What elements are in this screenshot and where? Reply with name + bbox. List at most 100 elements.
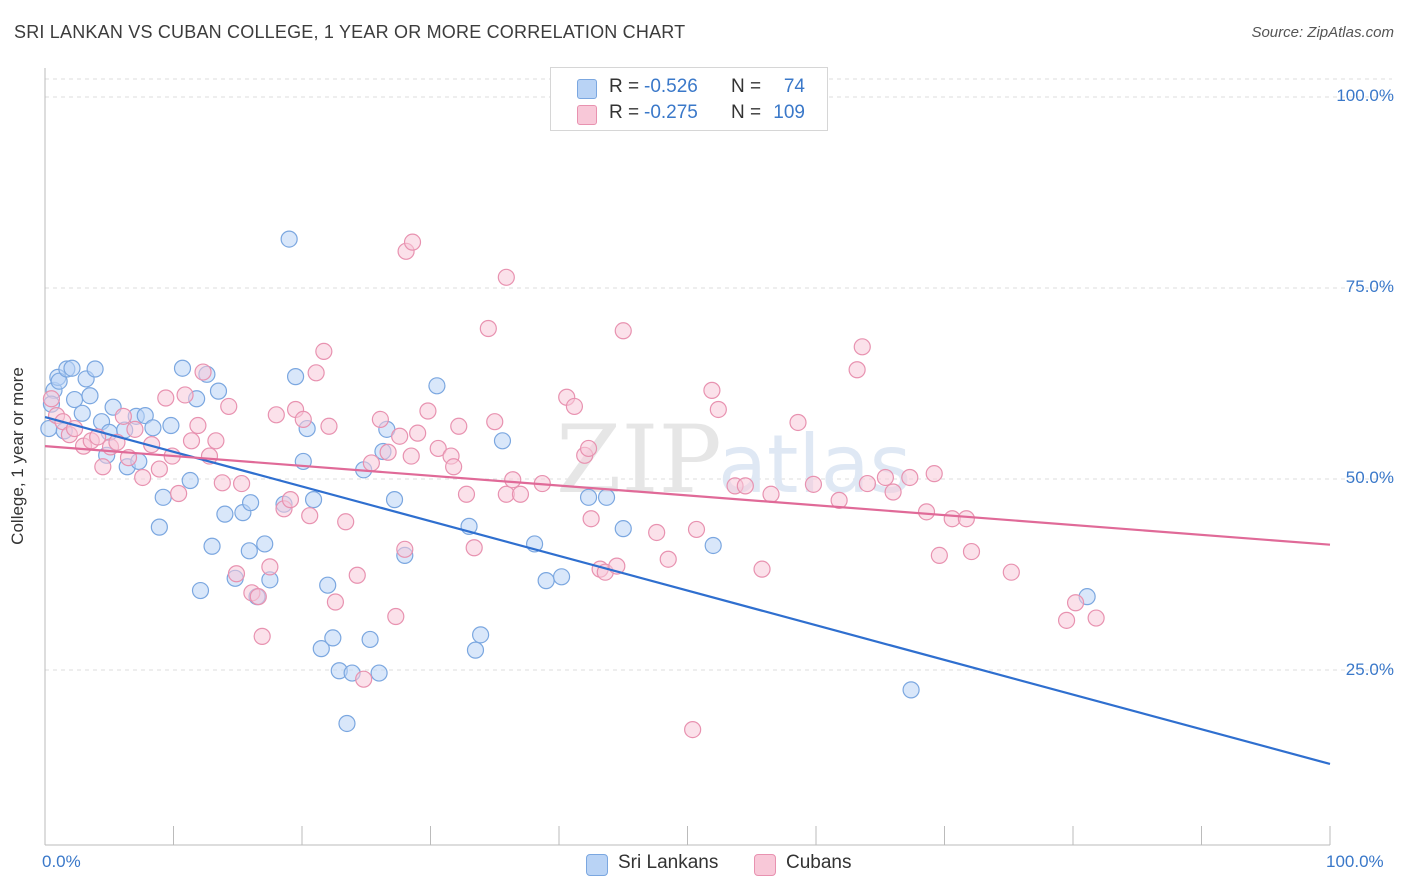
cuban-point [789,413,807,432]
cuban-point [337,513,355,531]
cuban-point [182,432,201,450]
sri-lankan-point [203,537,221,555]
cuban-point [884,483,902,501]
cuban-point [582,510,600,528]
legend-row-sri-lankans: R = -0.526 N = 74 [551,76,827,100]
cuban-point [497,268,515,286]
sri-lankan-point [493,432,512,450]
cuban-point [134,468,152,487]
cuban-point [176,386,194,404]
cuban-point [371,410,389,429]
sri-lankan-point [63,359,81,377]
legend-n-value: 74 [783,76,805,97]
cuban-point [253,627,271,645]
cuban-point [326,593,345,611]
cuban-point [233,474,251,493]
sri-lankan-trend-line [44,416,1331,766]
sri-lankan-point [597,488,616,506]
sri-lankan-point [50,372,68,390]
sri-lankan-point [181,471,199,490]
sri-lankan-point [338,714,356,733]
cuban-point [396,540,414,558]
cuban-point [876,468,894,487]
cuban-point [579,439,598,458]
bottom-legend-swatch-pink [754,854,776,876]
cuban-point [261,558,279,576]
cuban-point [94,458,112,476]
sri-lankan-point [81,387,99,405]
cuban-point [486,413,504,431]
cuban-point [1002,563,1020,581]
x-tick-0: 0.0% [42,852,81,871]
sri-lankan-point [256,535,274,553]
sri-lankan-point [150,518,168,536]
sri-lankan-point [324,629,342,647]
sri-lankan-point [286,368,305,386]
cuban-point [220,397,238,416]
axes [44,68,1331,846]
cuban-point [227,565,246,583]
bottom-legend-label: Sri Lankans [618,852,719,873]
source-label: Source: ZipAtlas.com [1251,24,1394,41]
cuban-point [402,447,420,465]
cuban-point [762,485,780,503]
sri-lankan-point [902,681,920,699]
sri-lankan-point [173,359,192,377]
cuban-point [294,410,312,429]
sri-lankan-point [304,491,323,509]
cuban-point [901,468,919,487]
cuban-point [1057,611,1076,629]
cuban-point [194,363,212,381]
y-tick-50: 50.0% [1345,468,1394,487]
legend-n-label: N = [731,76,762,97]
cuban-point [709,400,727,419]
cuban-point [391,427,409,445]
cuban-point [126,420,144,438]
cuban-point [853,338,871,356]
legend-row-cubans: R = -0.275 N = 109 [551,102,827,126]
cuban-point [348,566,366,584]
sri-lankan-point [209,382,228,400]
sri-lankan-point [614,520,632,538]
cuban-point [1087,609,1105,627]
legend-r-value: -0.275 [644,102,698,123]
stats-legend: R = -0.526 N = 74 R = -0.275 N = 109 [550,67,828,131]
cuban-point [504,471,522,489]
cuban-point [379,443,397,461]
cuban-point [917,503,936,521]
sri-lankan-point [86,360,104,378]
sri-lankan-point [428,377,446,395]
sri-lankan-point [144,419,162,437]
cuban-trend-line [44,445,1331,546]
sri-lankan-point [162,416,180,435]
cuban-point [320,417,338,435]
cuban-point [457,485,476,503]
chart-title: SRI LANKAN VS CUBAN COLLEGE, 1 YEAR OR M… [14,22,686,42]
sri-lankan-point [370,664,388,682]
cuban-point [403,233,422,251]
sri-lankan-point [240,542,258,560]
sri-lankan-point [191,581,210,600]
cuban-point [957,510,975,528]
sri-lankan-point [579,488,598,506]
trend-lines [44,416,1331,766]
sri-lankan-point [385,491,404,509]
sri-lankan-point [280,230,298,248]
cuban-point [804,475,823,493]
sri-lankan-point [704,536,722,555]
legend-swatch-pink [577,105,597,125]
cuban-point [114,407,132,425]
legend-n-value: 109 [773,102,805,123]
cuban-point [307,364,325,382]
sri-lankan-point [552,568,571,586]
sri-lankan-point [154,488,172,506]
cuban-point [150,460,168,478]
sri-lankan-point [136,406,154,425]
cuban-point [42,390,61,408]
cuban-point [267,406,285,424]
cuban-point [429,439,447,458]
cuban-point [479,319,497,338]
cuban-point [249,588,267,606]
cuban-point [207,432,225,450]
